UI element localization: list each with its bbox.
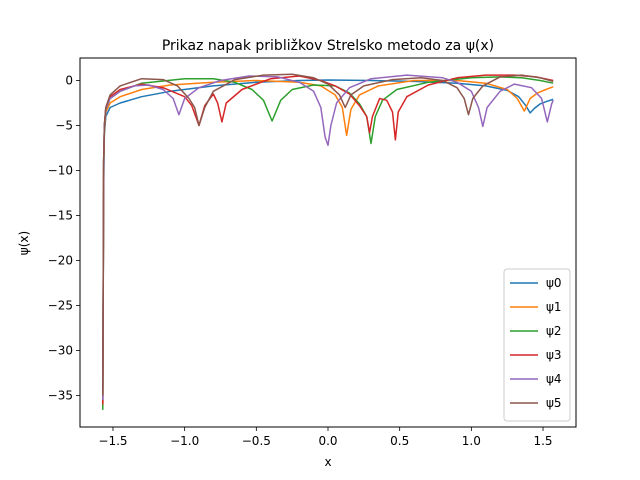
legend: ψ0 ψ1 ψ2 ψ3 ψ4 ψ5: [503, 268, 571, 422]
y-tick-label: 0: [65, 74, 73, 88]
x-tick-label: 1.5: [533, 434, 552, 448]
series-line-0: [102, 79, 554, 403]
legend-label: ψ0: [546, 276, 562, 290]
y-tick-label: −10: [48, 164, 73, 178]
y-tick-label: −20: [48, 254, 73, 268]
series-line-4: [102, 74, 554, 401]
legend-label: ψ2: [546, 324, 562, 338]
x-tick-label: 0.0: [318, 434, 337, 448]
x-tick-label: −1.0: [170, 434, 199, 448]
legend-label: ψ4: [546, 372, 562, 386]
series-line-5: [102, 73, 554, 396]
y-tick-label: −25: [48, 299, 73, 313]
legend-label: ψ1: [546, 300, 562, 314]
y-tick-label: −35: [48, 389, 73, 403]
y-tick-label: −30: [48, 344, 73, 358]
y-axis-label: ψ(x): [17, 231, 31, 255]
y-tick-label: −5: [55, 119, 73, 133]
series-layer: [102, 73, 554, 410]
legend-label: ψ5: [546, 396, 562, 410]
x-tick-label: −0.5: [242, 434, 271, 448]
y-axis-ticks: 0 −5 −10 −15 −20 −25 −30 −35: [48, 74, 80, 403]
x-tick-label: 1.0: [462, 434, 481, 448]
x-axis-ticks: −1.5 −1.0 −0.5 0.0 0.5 1.0 1.5: [98, 427, 553, 448]
chart-title: Prikaz napak približkov Strelsko metodo …: [162, 38, 494, 54]
legend-label: ψ3: [546, 348, 562, 362]
x-axis-label: x: [324, 455, 331, 469]
y-tick-label: −15: [48, 209, 73, 223]
x-tick-label: 0.5: [390, 434, 409, 448]
x-tick-label: −1.5: [98, 434, 127, 448]
series-line-1: [102, 79, 554, 407]
